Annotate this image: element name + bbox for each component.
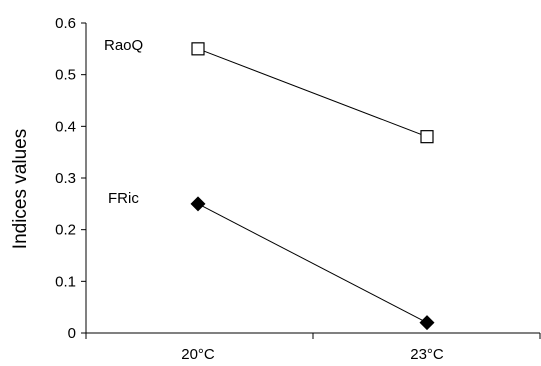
square-marker xyxy=(421,131,433,143)
y-axis-ticks: 0 0.1 0.2 0.3 0.4 0.5 0.6 xyxy=(55,15,86,342)
y-tick-label: 0.4 xyxy=(55,118,76,135)
series-raoq: RaoQ xyxy=(104,37,433,143)
x-tick-label: 20°C xyxy=(181,346,215,363)
y-tick-label: 0.6 xyxy=(55,15,76,32)
series-label: RaoQ xyxy=(104,37,143,54)
y-axis-title: Indices values xyxy=(10,129,31,249)
y-tick-label: 0.2 xyxy=(55,222,76,239)
y-tick-label: 0 xyxy=(68,325,76,342)
y-tick-label: 0.5 xyxy=(55,67,76,84)
square-marker xyxy=(192,43,204,55)
diamond-marker xyxy=(420,315,435,330)
series-line xyxy=(198,204,427,323)
series-group: RaoQ FRic xyxy=(104,37,435,330)
diamond-marker xyxy=(191,196,206,211)
series-label: FRic xyxy=(108,190,139,207)
x-tick-label: 23°C xyxy=(410,346,444,363)
series-line xyxy=(198,49,427,137)
x-axis-ticks: 20°C 23°C xyxy=(86,333,540,363)
series-fric: FRic xyxy=(108,190,435,330)
y-tick-label: 0.3 xyxy=(55,170,76,187)
y-tick-label: 0.1 xyxy=(55,273,76,290)
